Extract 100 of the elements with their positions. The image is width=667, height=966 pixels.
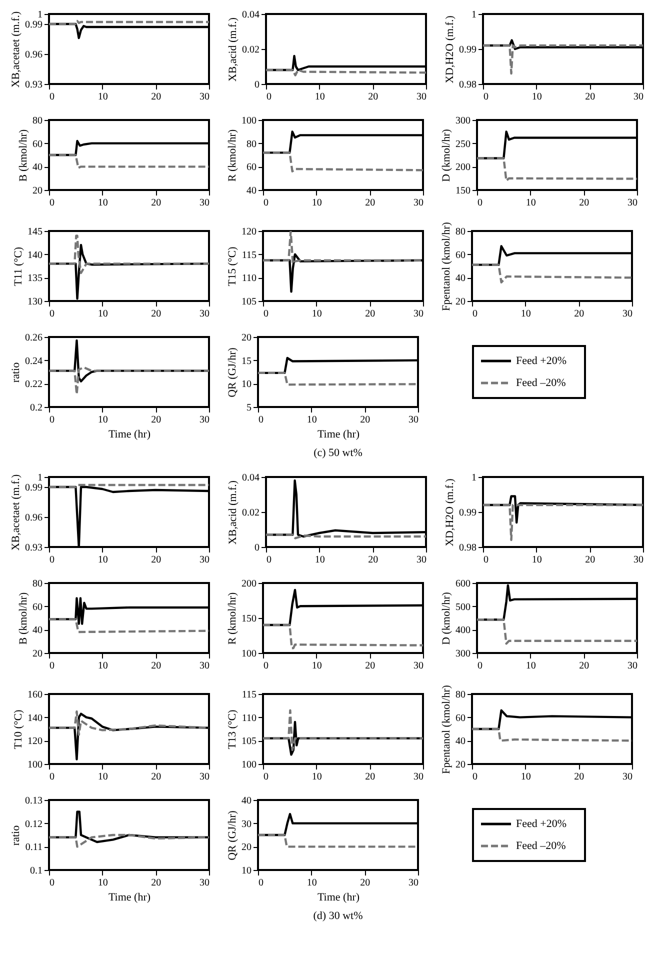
y-tick-label: 80 <box>246 138 256 150</box>
y-axis-title: XB,acid (m.f.) <box>227 480 239 545</box>
x-tick-label: 0 <box>264 772 268 782</box>
x-tick-label: 0 <box>50 92 54 102</box>
y-tick-label: 0.02 <box>242 44 260 56</box>
text: (d) 30 wt% <box>313 910 363 922</box>
y-tick-label: 0.22 <box>25 379 42 390</box>
x-tick-label: 0 <box>484 92 488 102</box>
y-tick-label: 60 <box>456 712 466 724</box>
y-tick-label: 60 <box>32 138 42 150</box>
y-tick-label: 0.99 <box>459 44 476 56</box>
x-tick-label: 20 <box>365 198 376 208</box>
x-tick-label: 30 <box>200 554 210 566</box>
x-tick-label: 20 <box>365 660 376 672</box>
y-tick-label: 1 <box>472 10 476 20</box>
x-tick-label: 30 <box>416 92 426 102</box>
y-axis-title: XB,acetaet (m.f.) <box>10 474 22 551</box>
y-tick-label: 20 <box>242 332 252 344</box>
y-tick-label: 160 <box>28 690 42 700</box>
y-tick-label: 300 <box>456 116 470 126</box>
line-series <box>477 157 637 182</box>
x-tick-label: 30 <box>414 772 424 782</box>
x-tick-label: 30 <box>628 198 638 208</box>
y-tick-label: 135 <box>28 273 42 284</box>
legend-label: Feed +20% <box>516 355 566 367</box>
y-tick-label: 600 <box>456 578 470 590</box>
y-tick-label: 10 <box>242 379 252 390</box>
x-tick-label: 0 <box>484 554 488 566</box>
y-axis-title: D (kmol/hr) <box>440 128 452 182</box>
y-axis-title: T11 (°C) <box>12 246 24 286</box>
y-tick-label: 0.99 <box>459 508 476 518</box>
line-series <box>49 366 209 396</box>
x-tick-label: 0 <box>266 554 272 566</box>
y-tick-label: 120 <box>28 736 42 748</box>
y-tick-label: 0.13 <box>25 796 42 806</box>
y-axis-title: B (kmol/hr) <box>18 129 30 182</box>
x-tick-label: 30 <box>416 554 426 566</box>
y-tick-label: 0.98 <box>459 542 476 554</box>
x-tick-label: 30 <box>628 660 638 672</box>
y-tick-label: 105 <box>242 736 256 748</box>
x-tick-label: 10 <box>312 660 322 672</box>
y-axis-title: XB,acid (m.f.) <box>227 17 239 82</box>
y-tick-label: 10 <box>242 866 252 876</box>
x-tick-label: 20 <box>151 308 162 320</box>
x-tick-label: 0 <box>50 414 54 426</box>
x-tick-label: 30 <box>200 198 210 208</box>
y-tick-label: 40 <box>246 186 256 196</box>
y-axis-title: QR (GJ/hr) <box>226 347 238 398</box>
x-tick-label: 30 <box>200 878 210 888</box>
line-series <box>263 152 423 172</box>
x-tick-label: 30 <box>414 308 424 320</box>
x-tick-label: 10 <box>98 198 108 208</box>
x-tick-label: 20 <box>360 878 370 888</box>
x-tick-label: 30 <box>408 414 418 426</box>
y-tick-label: 0.99 <box>25 20 42 30</box>
x-tick-label: 20 <box>151 554 162 566</box>
line-series <box>263 624 423 650</box>
x-tick-label: 10 <box>98 308 108 320</box>
y-tick-label: 100 <box>242 116 256 126</box>
x-tick-label: 20 <box>151 414 162 426</box>
y-tick-label: 40 <box>456 736 466 748</box>
x-tick-label: 10 <box>312 198 322 208</box>
y-axis-title: R (kmol/hr) <box>226 129 238 182</box>
y-tick-label: 115 <box>242 250 256 261</box>
x-tick-label: 20 <box>151 772 162 782</box>
x-tick-label: 0 <box>264 198 268 208</box>
x-tick-label: 0 <box>50 308 54 320</box>
line-series <box>263 231 423 265</box>
x-tick-label: 10 <box>98 92 108 102</box>
x-tick-label: 20 <box>151 878 162 888</box>
x-tick-label: 20 <box>579 660 590 672</box>
y-tick-label: 80 <box>456 690 466 700</box>
y-axis-title: T10 (°C) <box>12 709 24 750</box>
x-tick-label: 20 <box>368 92 378 102</box>
y-tick-label: 200 <box>242 578 256 590</box>
y-tick-label: 110 <box>242 712 256 724</box>
y-tick-label: 0.26 <box>25 332 42 344</box>
y-axis-title: ratio <box>10 824 22 846</box>
y-tick-label: 0.93 <box>25 80 42 90</box>
x-tick-label: 20 <box>574 772 584 782</box>
x-tick-label: 10 <box>532 554 542 566</box>
y-tick-label: 0.93 <box>25 542 42 554</box>
y-axis-title: R (kmol/hr) <box>226 592 238 645</box>
y-tick-label: 150 <box>242 614 256 624</box>
x-axis-title: Time (hr) <box>108 428 151 440</box>
y-tick-label: 20 <box>456 296 466 308</box>
x-tick-label: 0 <box>266 92 272 102</box>
y-axis-title: T15 (°C) <box>226 246 238 286</box>
y-tick-label: 30 <box>242 818 252 830</box>
y-tick-label: 40 <box>32 625 42 636</box>
y-tick-label: 40 <box>32 162 42 174</box>
y-tick-label: 1 <box>38 10 42 20</box>
x-tick-label: 10 <box>98 878 108 888</box>
x-tick-label: 10 <box>520 308 531 320</box>
y-tick-label: 105 <box>242 296 256 308</box>
y-tick-label: 100 <box>242 760 256 770</box>
y-axis-title: D (kmol/hr) <box>440 592 452 645</box>
y-tick-label: 1 <box>38 472 42 484</box>
x-tick-label: 30 <box>622 772 632 782</box>
y-axis-title: ratio <box>10 362 22 383</box>
